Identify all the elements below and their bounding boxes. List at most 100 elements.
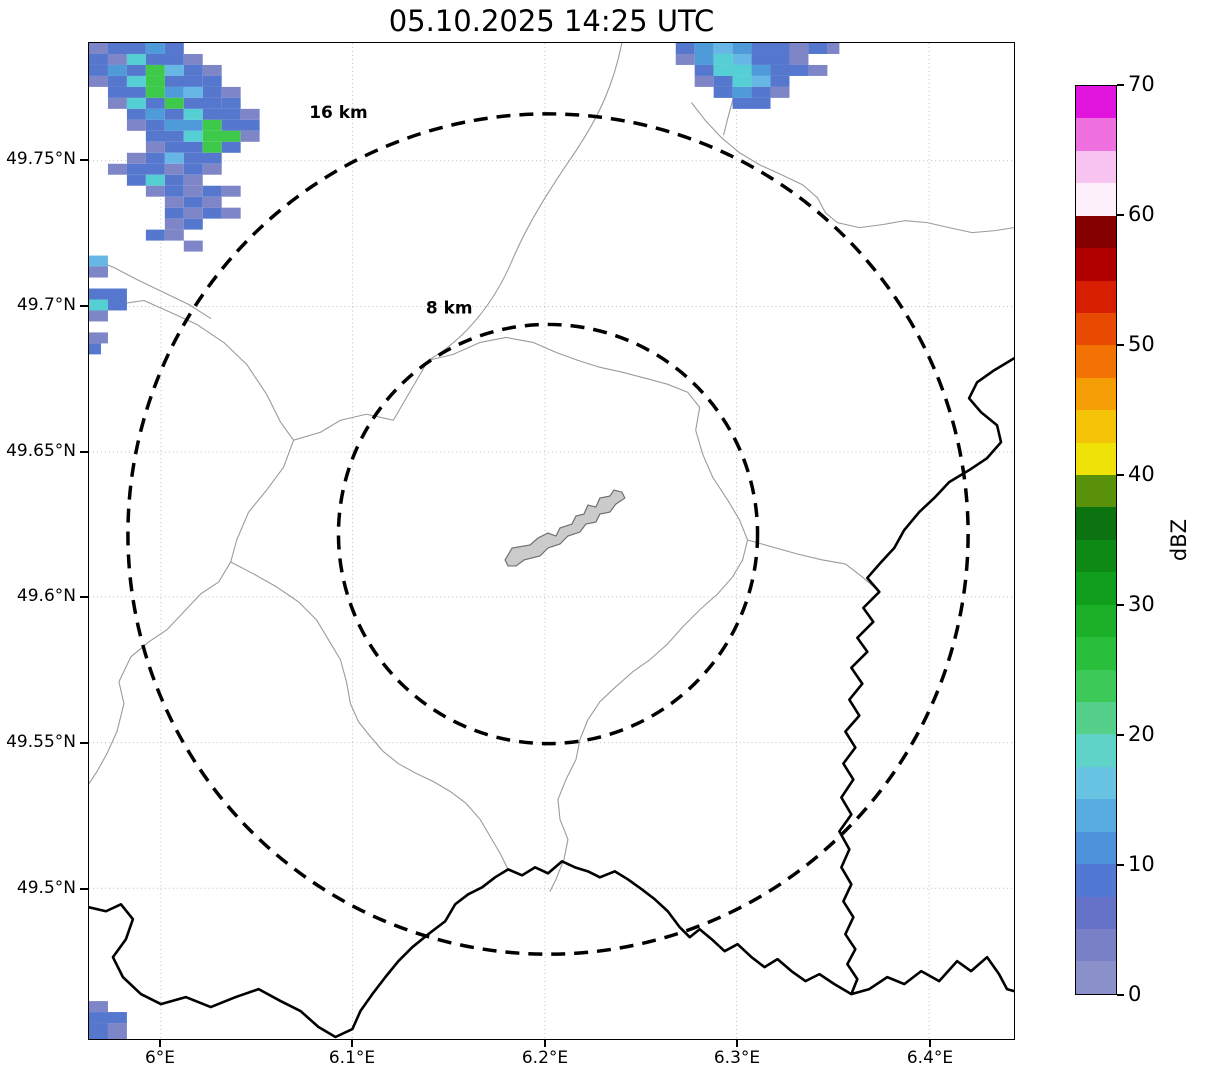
precip-cell: [145, 152, 165, 164]
admin-boundary: [230, 561, 509, 870]
map-canvas: 16 km 8 km: [89, 43, 1014, 1039]
precip-cell: [164, 43, 184, 54]
y-tick-mark: [80, 451, 88, 453]
admin-boundary: [89, 257, 212, 319]
x-tick-mark: [929, 1040, 931, 1047]
admin-boundary: [747, 539, 878, 591]
colorbar-tick-mark: [1117, 344, 1124, 346]
precip-cell: [126, 53, 146, 65]
precip-cell: [145, 75, 165, 87]
precip-cell: [183, 64, 203, 76]
precip-cell: [145, 86, 165, 98]
precip-cell: [183, 130, 203, 142]
x-tick-mark: [159, 1040, 161, 1047]
precip-cell: [107, 86, 146, 98]
y-tick-label: 49.55°N: [6, 732, 76, 752]
precip-cell: [827, 43, 840, 54]
precip-cell: [89, 75, 108, 87]
x-tick-label: 6.1°E: [328, 1048, 376, 1068]
precip-cell: [164, 196, 184, 208]
colorbar-segment: [1076, 183, 1116, 216]
precip-cell: [183, 196, 203, 208]
precip-cell: [145, 141, 165, 153]
precip-cell: [240, 130, 260, 142]
precip-cell: [89, 1001, 108, 1013]
precip-cell: [751, 75, 771, 87]
precip-cell: [751, 86, 771, 98]
precip-cell: [202, 64, 222, 76]
colorbar-segment: [1076, 831, 1116, 865]
colorbar-segment: [1076, 248, 1116, 281]
precip-cell: [145, 43, 165, 54]
precip-cell: [107, 1023, 127, 1039]
admin-boundary: [89, 296, 295, 441]
precip-cell: [732, 86, 752, 98]
precip-cell: [89, 332, 108, 344]
precip-cell: [183, 174, 203, 186]
precip-cell: [221, 185, 241, 197]
colorbar-tick-mark: [1117, 604, 1124, 606]
colorbar-tick-label: 70: [1128, 72, 1155, 96]
precip-cell: [694, 43, 714, 54]
precip-cell: [202, 119, 222, 131]
colorbar-segment: [1076, 669, 1116, 703]
precip-cell: [202, 163, 222, 175]
admin-boundary: [427, 43, 623, 361]
precip-cell: [164, 75, 203, 87]
precip-cell: [107, 75, 127, 87]
precip-cell: [732, 43, 752, 54]
precip-cell: [202, 75, 222, 87]
colorbar-segment: [1076, 442, 1116, 476]
precip-cell: [164, 174, 184, 186]
precip-cell: [770, 64, 809, 76]
x-tick-mark: [544, 1040, 546, 1047]
y-tick-mark: [80, 888, 88, 890]
precip-cell: [107, 64, 127, 76]
precip-cell: [89, 64, 108, 76]
colorbar-segment: [1076, 604, 1116, 638]
precip-cell: [789, 43, 809, 54]
colorbar-segment: [1076, 150, 1116, 184]
colorbar-segment: [1076, 475, 1116, 508]
colorbar-segment: [1076, 799, 1116, 832]
colorbar-tick-label: 0: [1128, 982, 1142, 1006]
precip-cell: [145, 174, 165, 186]
admin-boundary: [427, 336, 749, 578]
precip-cell: [89, 53, 108, 65]
precip-cell: [183, 207, 203, 219]
precip-cell: [694, 64, 714, 76]
colorbar-segment: [1076, 86, 1116, 119]
precip-cell: [107, 163, 127, 175]
precip-cell: [145, 108, 165, 120]
colorbar-segment: [1076, 896, 1116, 929]
precip-cell: [751, 64, 771, 76]
precip-cell: [183, 240, 203, 252]
precip-cell: [221, 207, 241, 219]
precip-cell: [202, 207, 222, 219]
precip-cell: [183, 108, 203, 120]
precip-cell: [164, 86, 184, 98]
precip-cell: [751, 43, 790, 54]
colorbar-segment: [1076, 702, 1116, 735]
colorbar-segment: [1076, 215, 1116, 249]
precip-cell: [713, 64, 752, 76]
colorbar-segment: [1076, 961, 1116, 994]
range-ring-label: 16 km: [309, 102, 367, 122]
x-tick-label: 6.3°E: [713, 1048, 761, 1068]
x-tick-label: 6.4°E: [906, 1048, 954, 1068]
range-ring-16km: [126, 112, 970, 956]
precip-cell: [183, 163, 203, 175]
precip-cell: [164, 119, 203, 131]
colorbar-tick-label: 10: [1128, 852, 1155, 876]
colorbar-segment: [1076, 410, 1116, 443]
precip-cell: [732, 75, 752, 87]
airport-area: [504, 489, 626, 567]
colorbar-segment: [1076, 507, 1116, 540]
colorbar-segment: [1076, 539, 1116, 573]
precip-cell: [183, 97, 222, 109]
precip-cell: [789, 53, 809, 65]
colorbar-segment: [1076, 377, 1116, 411]
precip-cell: [145, 119, 165, 131]
precip-cell: [126, 108, 146, 120]
